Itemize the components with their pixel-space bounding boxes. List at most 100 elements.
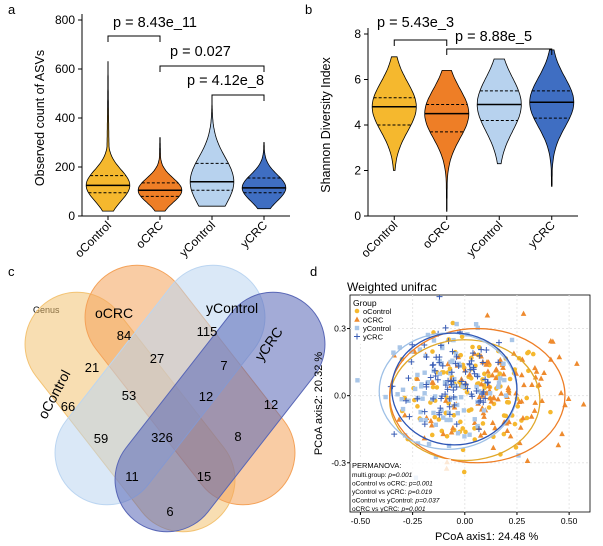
scatter-point-yControl bbox=[453, 351, 459, 357]
scatter-point-yControl bbox=[391, 350, 396, 355]
y-tick-label: 4 bbox=[354, 118, 361, 132]
scatter-point-oControl bbox=[447, 366, 453, 372]
scatter-point-yCRC bbox=[455, 362, 462, 369]
scatter-point-yCRC bbox=[453, 383, 460, 390]
scatter-point-yControl bbox=[453, 395, 458, 401]
scatter-point-oControl bbox=[459, 334, 465, 340]
scatter-point-yCRC bbox=[437, 405, 444, 412]
scatter-point-oCRC bbox=[574, 360, 580, 366]
scatter-point-oControl bbox=[436, 417, 442, 422]
scatter-point-oControl bbox=[512, 421, 518, 427]
x-tick-label: yCRC bbox=[238, 218, 271, 251]
scatter-point-yCRC bbox=[442, 324, 449, 331]
scatter-point-oCRC bbox=[511, 350, 517, 356]
scatter-point-oControl bbox=[432, 414, 438, 420]
scatter-point-oCRC bbox=[485, 368, 491, 374]
scatter-point-oControl bbox=[451, 412, 457, 418]
y-tick-label: 8 bbox=[354, 27, 361, 41]
scatter-point-oControl bbox=[460, 426, 466, 431]
scatter-point-yControl bbox=[433, 455, 439, 460]
scatter-point-yControl bbox=[422, 370, 427, 375]
scatter-point-oCRC bbox=[493, 374, 499, 381]
scatter-point-oCRC bbox=[490, 394, 497, 400]
scatter-point-yControl bbox=[423, 417, 428, 423]
scatter-point-yControl bbox=[397, 345, 403, 350]
scatter-point-yCRC bbox=[446, 395, 453, 402]
scatter-point-yControl bbox=[417, 347, 423, 352]
scatter-point-yControl bbox=[439, 408, 444, 413]
scatter-point-yControl bbox=[462, 434, 467, 439]
scatter-point-oControl bbox=[476, 344, 482, 350]
x-tick-label: 0.25 bbox=[509, 516, 526, 526]
scatter-point-oControl bbox=[506, 400, 512, 405]
scatter-point-yCRC bbox=[439, 362, 446, 369]
scatter-point-oCRC bbox=[497, 356, 504, 363]
scatter-point-oControl bbox=[458, 352, 464, 358]
x-tick-label: yControl bbox=[177, 218, 218, 259]
scatter-point-yControl bbox=[439, 361, 444, 366]
scatter-point-yCRC bbox=[474, 373, 481, 380]
scatter-point-yCRC bbox=[471, 370, 478, 377]
scatter-point-yCRC bbox=[464, 385, 471, 392]
scatter-point-yControl bbox=[473, 322, 479, 327]
scatter-point-oCRC bbox=[507, 433, 514, 439]
scatter-point-yCRC bbox=[466, 361, 473, 368]
scatter-point-yControl bbox=[498, 376, 503, 381]
scatter-point-yCRC bbox=[427, 374, 434, 381]
scatter-point-yControl bbox=[452, 376, 457, 382]
permanova-line: oCRC vs yCRC: p=0.001 bbox=[352, 506, 426, 513]
scatter-point-oControl bbox=[472, 437, 478, 442]
scatter-point-oCRC bbox=[466, 371, 473, 377]
scatter-point-oCRC bbox=[520, 310, 527, 316]
scatter-point-yControl bbox=[461, 408, 467, 413]
y-tick-label: -0.3 bbox=[331, 458, 346, 468]
significance-bracket bbox=[107, 35, 161, 42]
scatter-point-yCRC bbox=[453, 353, 460, 360]
scatter-point-yControl bbox=[437, 371, 443, 377]
venn-region-value: 15 bbox=[197, 469, 211, 484]
scatter-point-yCRC bbox=[446, 403, 453, 410]
scatter-point-yCRC bbox=[414, 395, 421, 402]
y-tick-label: 400 bbox=[55, 111, 75, 125]
scatter-point-oCRC bbox=[528, 413, 535, 419]
x-tick-label: oCRC bbox=[133, 218, 166, 251]
scatter-point-oControl bbox=[430, 384, 436, 390]
venn-set-yCRC bbox=[114, 291, 326, 533]
scatter-point-yCRC bbox=[444, 386, 451, 393]
legend-marker-oControl bbox=[354, 308, 360, 314]
scatter-point-yControl bbox=[444, 417, 449, 423]
p-value-annotation: p = 4.12e_8 bbox=[187, 73, 264, 89]
y-axis-label: Shannon Diversity Index bbox=[319, 57, 333, 193]
scatter-point-yCRC bbox=[448, 369, 455, 376]
venn-region-value: 6 bbox=[166, 504, 173, 519]
venn-region-value: 59 bbox=[94, 431, 108, 446]
scatter-point-yControl bbox=[420, 396, 425, 401]
scatter-point-oControl bbox=[524, 415, 530, 421]
scatter-point-yControl bbox=[496, 380, 502, 386]
scatter-point-yControl bbox=[455, 410, 460, 416]
panel-label-a: a bbox=[8, 2, 16, 17]
scatter-point-oCRC bbox=[428, 417, 434, 424]
permanova-line: oControl vs yControl: p=0.037 bbox=[352, 498, 440, 505]
scatter-point-oControl bbox=[526, 349, 531, 355]
scatter-point-yCRC bbox=[408, 358, 415, 365]
legend-marker-yCRC bbox=[354, 333, 360, 340]
p-value-annotation: p = 0.027 bbox=[170, 44, 231, 60]
scatter-point-yControl bbox=[442, 380, 448, 385]
scatter-point-oCRC bbox=[558, 389, 564, 396]
significance-bracket bbox=[211, 94, 265, 101]
panel-label-b: b bbox=[305, 2, 312, 17]
scatter-point-yCRC bbox=[482, 395, 489, 402]
scatter-point-oCRC bbox=[547, 338, 554, 344]
scatter-point-yCRC bbox=[480, 399, 487, 406]
scatter-point-yControl bbox=[455, 431, 461, 436]
scatter-point-oControl bbox=[430, 349, 435, 354]
scatter-point-yControl bbox=[426, 441, 432, 447]
y-tick-label: 0.0 bbox=[334, 391, 346, 401]
scatter-point-oCRC bbox=[489, 372, 496, 378]
scatter-point-oControl bbox=[444, 433, 450, 439]
scatter-point-oControl bbox=[415, 404, 420, 409]
permanova-line: oControl vs oCRC: p=0.001 bbox=[352, 481, 433, 488]
x-axis-label: PCoA axis1: 24.48 % bbox=[435, 531, 539, 543]
scatter-point-oControl bbox=[480, 421, 486, 426]
